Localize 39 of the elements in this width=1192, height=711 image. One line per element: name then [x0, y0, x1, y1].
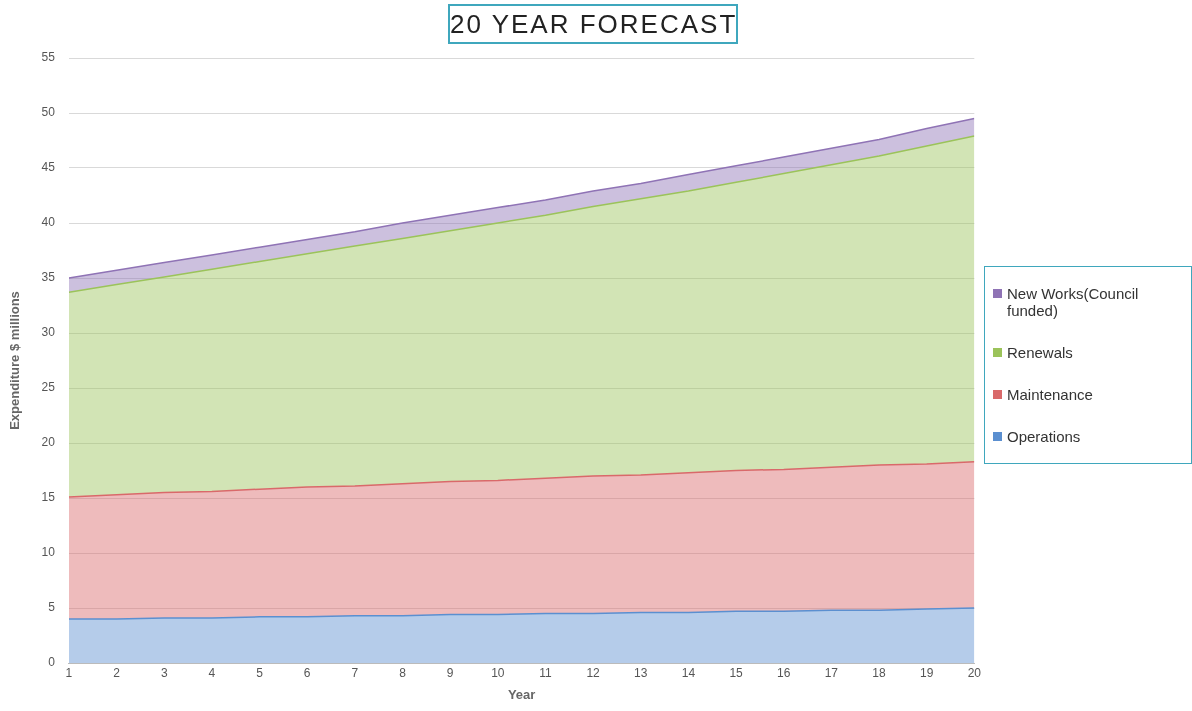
x-axis-title: Year	[507, 686, 536, 702]
y-tick-label: 25	[41, 380, 56, 395]
y-tick-label: 20	[41, 435, 56, 450]
y-tick-label: 55	[41, 50, 56, 65]
legend-label: New Works(Council funded)	[1007, 285, 1140, 320]
y-tick-label: 10	[41, 545, 56, 560]
x-tick-label: 17	[824, 665, 839, 680]
y-tick-label: 35	[41, 270, 56, 285]
y-tick-label: 15	[41, 490, 56, 505]
x-tick-label: 7	[351, 665, 359, 680]
x-tick-label: 11	[539, 665, 553, 680]
y-tick-label: 30	[41, 325, 56, 340]
legend-label: Maintenance	[1007, 385, 1094, 403]
x-tick-label: 3	[160, 665, 168, 680]
x-tick-label: 2	[113, 665, 121, 680]
x-tick-label: 14	[681, 665, 696, 680]
y-tick-label: 45	[41, 160, 56, 175]
x-tick-label: 5	[256, 665, 264, 680]
x-tick-label: 15	[729, 665, 744, 680]
y-axis-title: Expenditure $ millions	[7, 291, 23, 430]
x-tick-label: 20	[967, 665, 982, 680]
y-tick-label: 50	[41, 105, 56, 120]
y-tick-label: 0	[48, 655, 56, 670]
x-tick-label: 18	[872, 665, 887, 680]
y-tick-label: 40	[41, 215, 56, 230]
x-tick-label: 13	[634, 665, 648, 680]
x-tick-label: 6	[303, 665, 311, 680]
x-tick-label: 8	[399, 665, 407, 680]
legend-label: Renewals	[1007, 344, 1074, 362]
x-tick-label: 9	[446, 665, 454, 680]
x-tick-label: 12	[586, 665, 601, 680]
x-tick-label: 10	[491, 665, 505, 680]
x-tick-label: 19	[919, 665, 934, 680]
y-tick-label: 5	[48, 600, 56, 615]
x-tick-label: 16	[777, 665, 791, 680]
x-tick-label: 1	[65, 665, 73, 680]
x-tick-label: 4	[208, 665, 216, 680]
chart-title: 20 YEAR FORECAST	[448, 4, 738, 44]
legend-label: Operations	[1007, 427, 1082, 445]
